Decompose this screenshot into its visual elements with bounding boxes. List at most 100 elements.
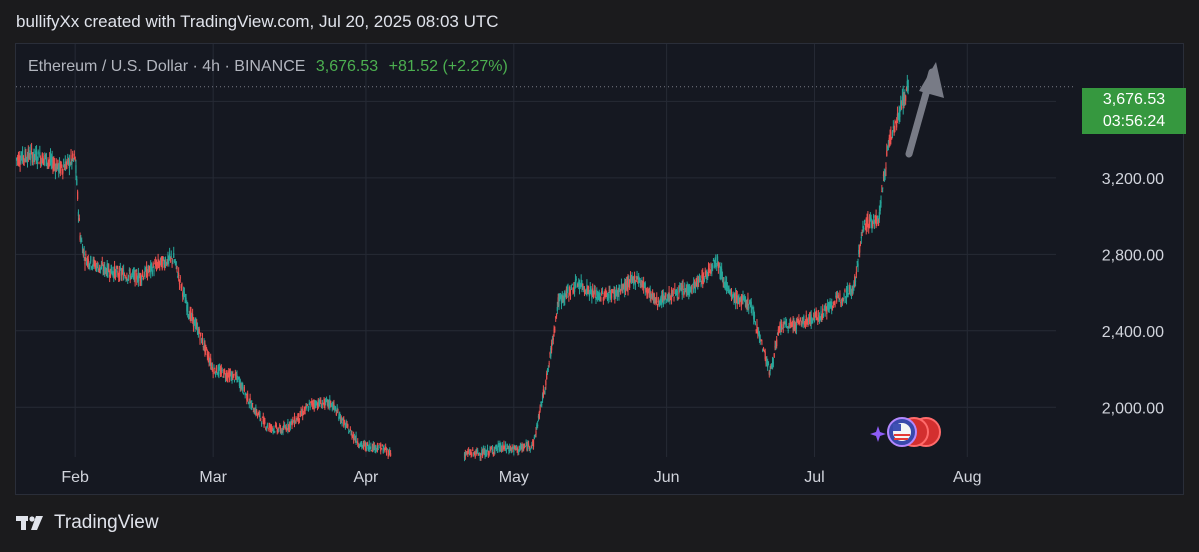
candle-body <box>251 402 254 405</box>
candle-body <box>93 259 95 262</box>
candle-body <box>219 370 222 375</box>
candle-body <box>584 290 586 294</box>
candle-body <box>555 316 557 318</box>
candle-body <box>653 293 655 303</box>
candle-body <box>774 345 776 348</box>
candle-body <box>491 449 494 453</box>
candle-body <box>18 155 20 164</box>
price-chart[interactable]: 2,000.00 2,400.00 2,800.00 3,200.00 Feb Mar A… <box>16 44 1183 494</box>
candle-body <box>843 293 845 300</box>
candle-body <box>643 282 645 289</box>
candle-body <box>312 402 314 405</box>
candle-body <box>752 308 754 310</box>
candle-body <box>779 323 781 330</box>
candle-body <box>868 219 871 228</box>
candle-body <box>717 262 719 269</box>
candle-body <box>536 424 538 428</box>
economic-events-icon[interactable] <box>870 417 941 447</box>
candle-body <box>97 267 99 272</box>
candle-body <box>506 444 508 448</box>
candle-body <box>146 272 149 277</box>
candle-body <box>223 369 225 377</box>
candle-body <box>123 274 126 276</box>
candle-body <box>376 445 379 451</box>
candle-body <box>81 246 84 254</box>
candle-body <box>621 284 623 292</box>
candle-body <box>764 351 766 360</box>
candle-body <box>537 424 539 426</box>
candle-body <box>78 218 80 221</box>
candle-body <box>242 384 244 392</box>
forecast-arrow-icon[interactable] <box>905 62 944 158</box>
candle-body <box>597 293 600 300</box>
candle-body <box>842 297 844 301</box>
candle-body <box>696 279 698 287</box>
candle-body <box>786 327 788 329</box>
candle-body <box>595 297 597 301</box>
candle-body <box>583 290 586 292</box>
candle-body <box>702 273 704 284</box>
candle-body <box>196 324 198 326</box>
candle-body <box>879 206 881 212</box>
candle-body <box>16 158 18 160</box>
candle-body <box>610 294 612 298</box>
candle-body <box>307 409 310 411</box>
chart-panel[interactable]: 2,000.00 2,400.00 2,800.00 3,200.00 Feb Mar A… <box>15 43 1186 495</box>
candle-body <box>741 296 743 299</box>
candle-body <box>781 328 784 330</box>
candle-body <box>107 264 109 274</box>
candle-body <box>531 444 533 446</box>
candle-body <box>275 424 278 428</box>
candle-body <box>712 260 715 262</box>
candle-body <box>297 416 299 421</box>
candle-body <box>318 400 320 404</box>
candle-body <box>623 284 625 288</box>
candle-body <box>339 412 341 419</box>
candle-body <box>228 372 231 381</box>
candle-body <box>748 301 751 305</box>
candle-body <box>772 362 775 364</box>
candle-body <box>718 263 720 265</box>
candle-body <box>864 224 867 226</box>
candle-body <box>270 427 272 429</box>
candle-body <box>288 424 290 430</box>
candle-body <box>507 448 509 450</box>
candle-body <box>173 260 176 263</box>
candle-body <box>592 294 595 297</box>
candle-body <box>257 412 259 416</box>
candle-body <box>821 314 823 319</box>
candle-body <box>519 445 521 449</box>
candle-body <box>53 161 55 166</box>
symbol-legend[interactable]: Ethereum / U.S. Dollar · 4h · BINANCE 3,… <box>28 58 508 76</box>
candle-body <box>689 286 691 294</box>
candle-body <box>830 304 832 309</box>
candle-body <box>877 216 879 220</box>
candle-body <box>345 423 347 427</box>
candle-body <box>284 425 286 427</box>
candle-body <box>661 294 664 299</box>
candle-body <box>890 131 892 140</box>
candle-body <box>72 158 75 160</box>
candle-body <box>233 380 236 382</box>
candle-body <box>49 154 52 163</box>
candle-body <box>825 307 827 309</box>
candle-body <box>606 295 608 297</box>
candle-body <box>146 266 148 278</box>
candle-body <box>141 277 143 281</box>
y-tick-label: 2,400.00 <box>1102 324 1164 341</box>
candle-body <box>564 296 567 298</box>
candle-body <box>320 407 323 409</box>
candle-body <box>86 261 88 266</box>
x-tick-label: May <box>499 469 529 486</box>
candle-body <box>795 320 798 329</box>
candle-body <box>167 254 169 264</box>
candle-body <box>765 358 767 364</box>
candle-body <box>336 407 338 412</box>
candle-body <box>712 265 714 270</box>
candle-body <box>196 326 199 334</box>
candle-body <box>687 284 689 295</box>
candle-body <box>574 287 576 292</box>
candle-body <box>170 256 172 258</box>
footer-brand[interactable]: TradingView <box>16 512 159 534</box>
candle-body <box>809 316 811 323</box>
